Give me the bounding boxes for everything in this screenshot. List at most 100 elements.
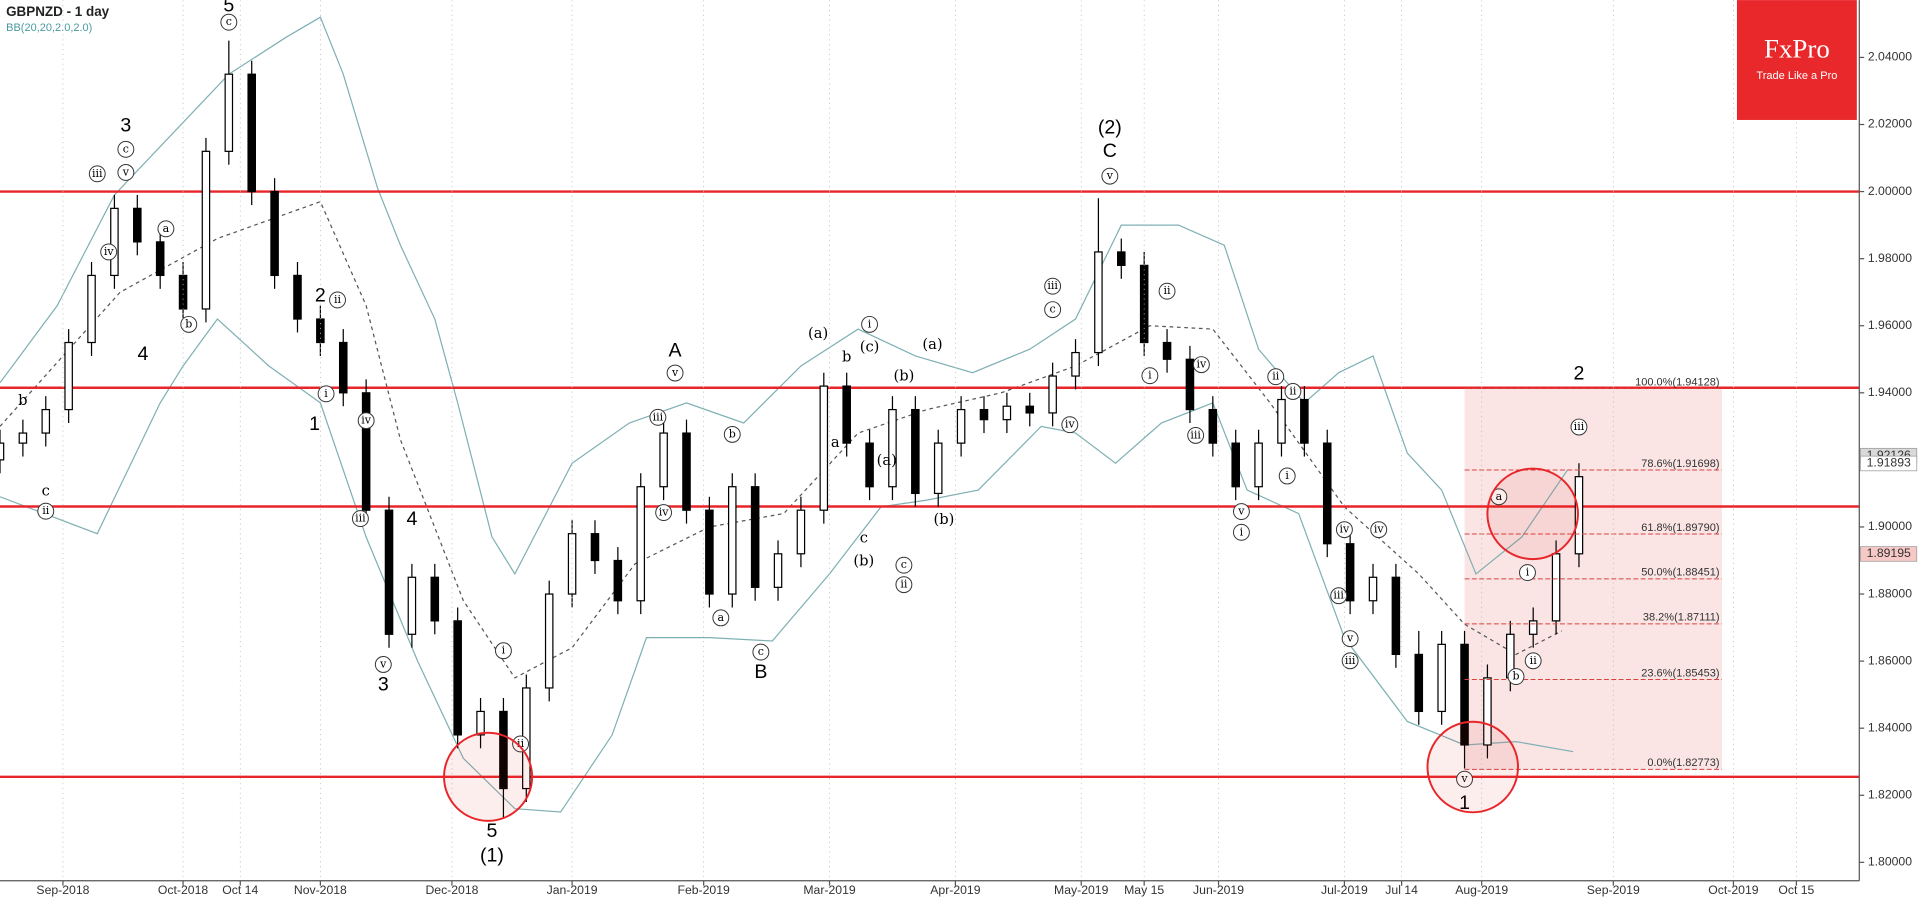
- x-tick-label: Oct-2018: [158, 883, 208, 897]
- candle-body: [636, 486, 646, 602]
- candle-body: [1117, 251, 1126, 266]
- wave-label: iv: [1065, 418, 1076, 431]
- candle-body: [888, 408, 897, 488]
- y-tick-label: 1.90000: [1868, 519, 1912, 533]
- wave-label: 4: [138, 343, 149, 365]
- candle-body: [750, 486, 760, 588]
- x-tick-label: Dec-2018: [425, 883, 478, 897]
- x-tick-label: Oct 14: [222, 883, 258, 897]
- wave-circle: [100, 243, 118, 261]
- candle-body: [956, 408, 966, 444]
- candle-body: [1071, 351, 1080, 377]
- x-tick-label: Jun-2019: [1193, 883, 1244, 897]
- wave-circle: [512, 735, 530, 753]
- wave-circle: [712, 609, 730, 627]
- x-tick-label: Oct-2019: [1708, 883, 1758, 897]
- wave-label: c: [860, 529, 868, 546]
- wave-circle: [374, 656, 392, 673]
- x-tick-label: Nov-2018: [294, 883, 347, 897]
- y-tick-label: 1.96000: [1868, 318, 1912, 332]
- logo-box: [1736, 0, 1857, 120]
- wave-circle: [1101, 167, 1119, 185]
- wave-label: (a): [877, 452, 897, 469]
- wave-label: ii: [1164, 284, 1172, 297]
- candle-body: [1094, 251, 1103, 354]
- highlight-circle: [443, 731, 534, 822]
- wave-label: C: [1103, 140, 1117, 162]
- wave-label: c: [226, 15, 232, 28]
- candle-body: [659, 432, 668, 488]
- wave-label: ii: [900, 578, 908, 591]
- candle-body: [1574, 476, 1584, 555]
- wave-label: iii: [92, 167, 103, 180]
- candle-body: [133, 207, 142, 243]
- wave-label: 2: [1574, 363, 1585, 385]
- wave-circle: [861, 315, 879, 333]
- candle-body: [110, 207, 119, 277]
- x-tick-label: Aug-2019: [1455, 883, 1508, 897]
- highlight-circle: [1426, 720, 1519, 814]
- plot-area: 100.0%(1.94128) 78.6%(1.91698) 61.8%(1.897…: [0, 0, 1860, 881]
- wave-label: 3: [120, 114, 131, 136]
- candle-body: [430, 576, 440, 622]
- bollinger-band: [0, 16, 1569, 576]
- candle-body: [224, 73, 234, 152]
- wave-label: v: [122, 165, 130, 178]
- wave-circle: [1278, 467, 1296, 485]
- wave-circle: [351, 510, 369, 528]
- wave-label: i: [324, 387, 328, 400]
- candle-body: [87, 274, 96, 344]
- wave-circle: [1284, 383, 1302, 400]
- wave-label: 2: [315, 284, 326, 306]
- wave-circle: [666, 364, 684, 382]
- highlight-circle: [1486, 467, 1579, 561]
- candle-body: [705, 509, 714, 595]
- candle-body: [682, 432, 691, 511]
- wave-label: a: [718, 611, 725, 624]
- candle-body: [842, 385, 851, 444]
- wave-label: v: [379, 657, 387, 670]
- wave-label: v: [1346, 632, 1354, 645]
- wave-circle: [1192, 356, 1210, 374]
- wave-circle: [649, 408, 667, 426]
- wave-label: 5: [487, 820, 498, 842]
- wave-label: b: [18, 392, 27, 409]
- candle-body: [0, 442, 5, 461]
- y-tick-label: 1.82000: [1868, 788, 1912, 802]
- wave-label: b: [842, 348, 851, 365]
- wave-circle: [1158, 282, 1176, 300]
- candle-body: [1162, 341, 1172, 360]
- fib-label: 23.6%(1.85453): [1641, 667, 1719, 679]
- candle-body: [155, 241, 165, 277]
- candle-body: [201, 150, 211, 310]
- wave-circle: [1232, 503, 1250, 520]
- wave-circle: [1524, 652, 1542, 670]
- fib-label: 0.0%(1.82773): [1647, 757, 1719, 769]
- price-marker-label: 1.91893: [1867, 456, 1911, 470]
- y-tick-label: 2.04000: [1868, 50, 1912, 64]
- wave-label: b: [729, 427, 736, 440]
- wave-label: a: [163, 222, 170, 235]
- candle-body: [773, 553, 783, 588]
- x-tick-label: Mar-2019: [803, 883, 855, 897]
- candle-body: [384, 509, 394, 635]
- wave-label: iii: [1345, 654, 1356, 667]
- candle-body: [293, 274, 302, 320]
- wave-circle: [1061, 416, 1079, 434]
- wave-label: B: [754, 661, 767, 683]
- candle-body: [590, 533, 600, 562]
- wave-label: ii: [1272, 370, 1280, 383]
- wave-label: ii: [1289, 384, 1297, 397]
- wave-label: i: [1526, 566, 1530, 579]
- wave-label: ii: [42, 504, 50, 517]
- wave-label: iii: [1333, 589, 1344, 602]
- wave-label: c: [901, 558, 907, 571]
- wave-circle: [1370, 521, 1388, 539]
- candle-body: [933, 442, 943, 495]
- y-tick-label: 2.02000: [1868, 117, 1912, 131]
- y-tick-label: 1.94000: [1868, 385, 1912, 399]
- candle-body: [819, 385, 829, 511]
- wave-label: 1: [1459, 792, 1470, 814]
